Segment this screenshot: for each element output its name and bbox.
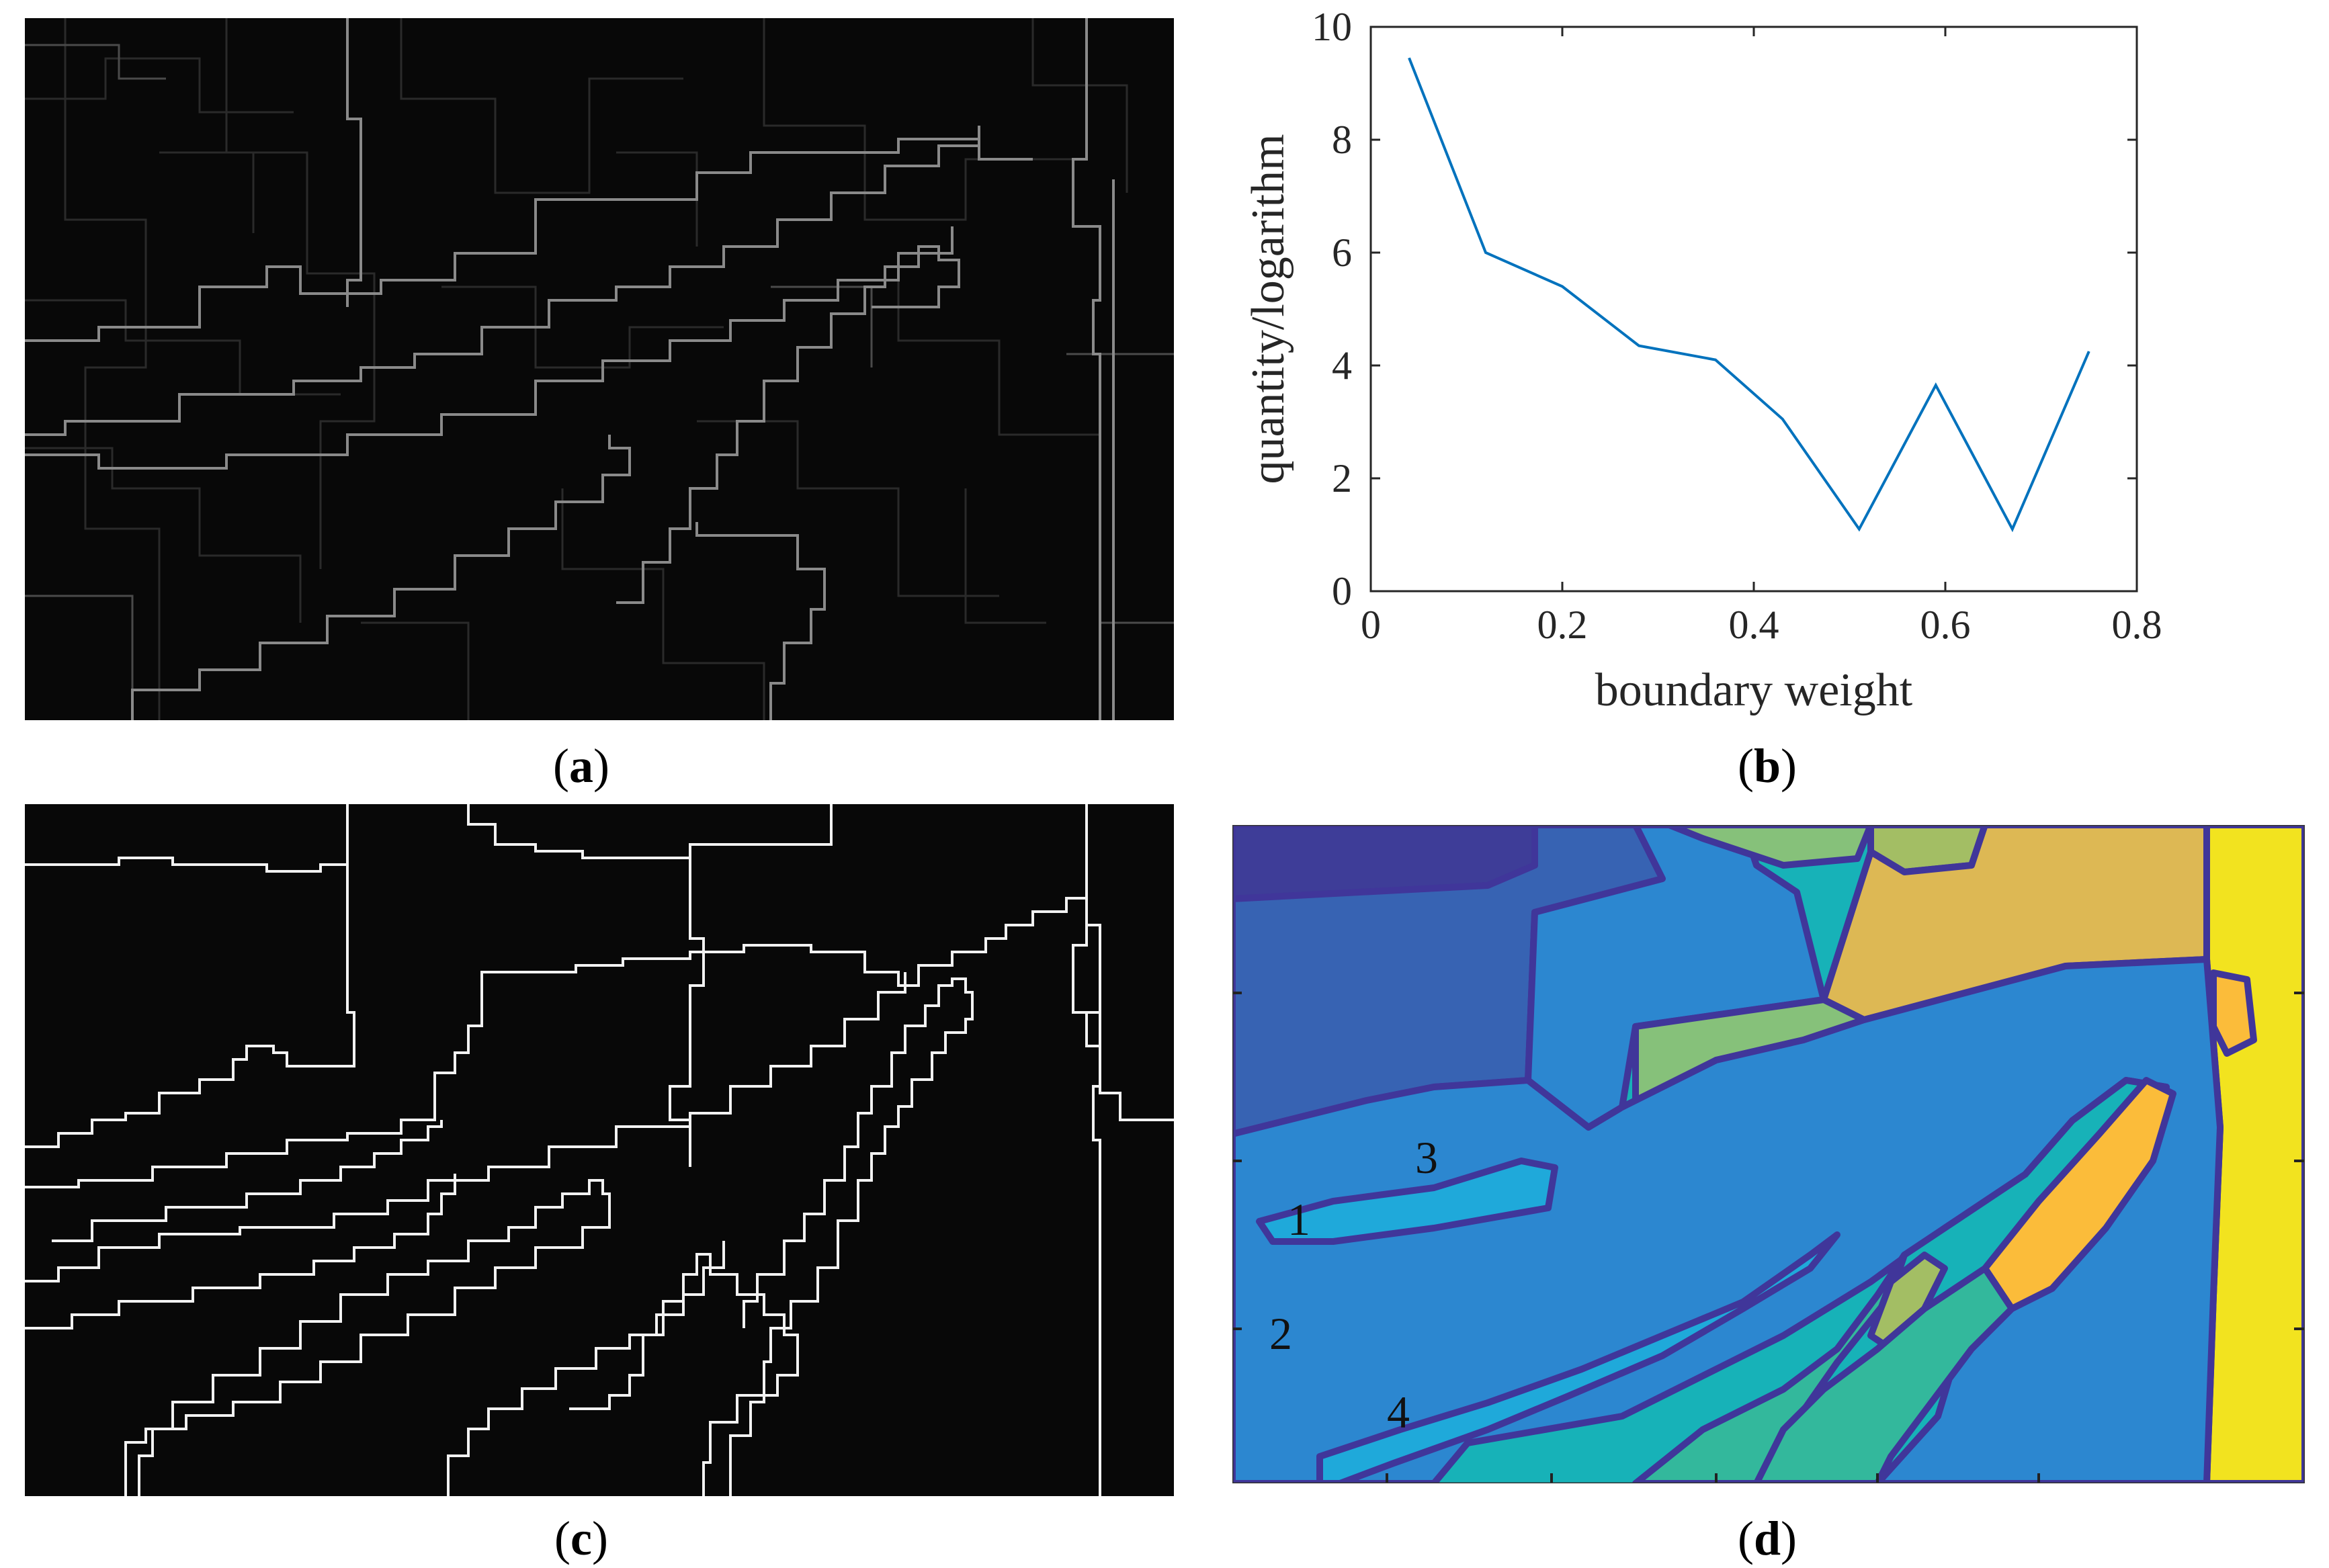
faint-superpixel-edges	[25, 18, 1128, 720]
caption-open-paren: (	[1737, 739, 1754, 793]
caption-letter: b	[1753, 739, 1781, 793]
x-axis-label: boundary weight	[1595, 664, 1913, 716]
region-label-3: 3	[1415, 1132, 1438, 1183]
caption-letter: c	[570, 1512, 592, 1565]
caption-open-paren: (	[553, 739, 569, 793]
x-tick-label: 0.2	[1537, 603, 1588, 647]
x-tick-label: 0	[1361, 603, 1381, 647]
y-tick-label: 10	[1312, 5, 1352, 49]
caption-b: (b)	[1700, 739, 1834, 793]
panel-b-line-chart: 0 0.2 0.4 0.6 0.8 0 2 4 6 8 10 boundary weight qua…	[1242, 5, 2162, 716]
y-tick-label: 4	[1332, 343, 1352, 388]
panel-a-boundary-map	[25, 18, 1174, 720]
plot-frame	[1369, 26, 2138, 593]
caption-letter: d	[1753, 1512, 1781, 1565]
chart-tick-labels: 0 0.2 0.4 0.6 0.8 0 2 4 6 8 10	[1312, 5, 2162, 647]
caption-letter: a	[569, 739, 593, 793]
region-polygons	[1232, 825, 2305, 1483]
x-tick-label: 0.8	[2112, 603, 2162, 647]
panel-c-selected-boundaries	[25, 804, 1174, 1496]
y-tick-label: 2	[1332, 456, 1352, 500]
strong-superpixel-edges	[25, 18, 1115, 720]
axis-ticks	[1232, 992, 2305, 1483]
region-label-1: 1	[1287, 1194, 1310, 1245]
x-tick-label: 0.6	[1920, 603, 1971, 647]
panel-d-region-map: 1 3 2 4	[1232, 825, 2305, 1483]
caption-close-paren: )	[1781, 739, 1797, 793]
y-tick-label: 6	[1332, 230, 1352, 275]
caption-open-paren: (	[554, 1512, 571, 1565]
caption-open-paren: (	[1737, 1512, 1754, 1565]
caption-a: (a)	[514, 739, 648, 793]
y-axis-label: quantity/logarithm	[1242, 134, 1294, 484]
x-tick-label: 0.4	[1729, 603, 1779, 647]
series-line	[1408, 57, 2090, 533]
caption-close-paren: )	[593, 739, 609, 793]
caption-close-paren: )	[1781, 1512, 1797, 1565]
region-label-4: 4	[1387, 1387, 1410, 1438]
y-tick-label: 8	[1332, 118, 1352, 162]
region-label-2: 2	[1269, 1308, 1292, 1359]
white-boundary-lines	[25, 804, 1174, 1496]
caption-c: (c)	[514, 1512, 648, 1565]
caption-d: (d)	[1700, 1512, 1834, 1565]
caption-close-paren: )	[591, 1512, 608, 1565]
y-tick-label: 0	[1332, 569, 1352, 613]
